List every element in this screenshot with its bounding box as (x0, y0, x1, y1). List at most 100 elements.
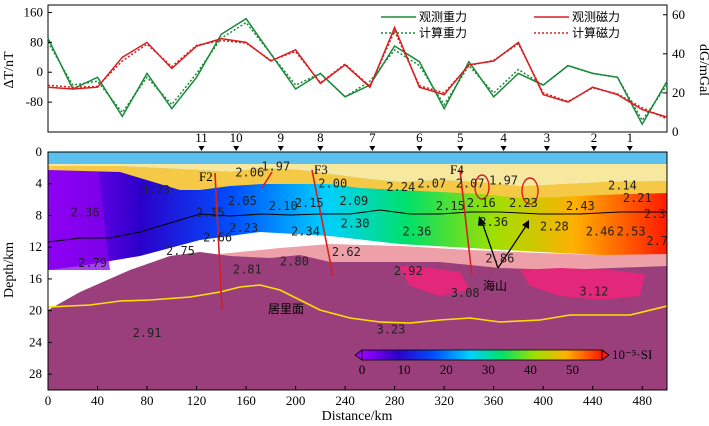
fault-f2 (214, 172, 223, 310)
profile-point-label: 3 (544, 130, 551, 145)
profile-point-label: 8 (317, 130, 324, 145)
light-sediment (48, 164, 667, 186)
colorbar-right-arrow (601, 349, 610, 361)
seamount-arrow-1 (481, 221, 499, 269)
x-tick-label: 80 (141, 393, 154, 408)
density-label: 2.15 (196, 205, 225, 219)
density-label: 2.09 (339, 194, 368, 208)
series-line-2 (47, 25, 668, 118)
profile-point-marker (198, 146, 205, 151)
seamount-arrowhead-1 (478, 216, 486, 226)
colorbar-tick-label: 10 (398, 362, 411, 377)
profile-point-marker (277, 146, 284, 151)
right-tick-label: 60 (672, 7, 685, 22)
x-tick-label: 320 (434, 393, 454, 408)
density-label: 2.15 (436, 199, 465, 213)
seamount-body-right (520, 268, 645, 300)
y-tick-label: 4 (36, 176, 43, 191)
density-label: 2.62 (332, 245, 361, 259)
density-label: 2.46 (586, 224, 615, 238)
sediment-layer (48, 166, 667, 198)
x-tick-label: 240 (335, 393, 355, 408)
left-tick-label: 160 (24, 4, 44, 19)
profile-point-label: 10 (230, 130, 243, 145)
x-tick-label: 0 (45, 393, 52, 408)
top-axis-ticks: 160 80 0 -80 60 40 20 0 (24, 4, 686, 139)
profile-point-label: 4 (500, 130, 507, 145)
density-label: 1.97 (261, 159, 290, 173)
legend-label-calc-gravity: 计算重力 (419, 25, 467, 40)
density-label: 3.12 (580, 285, 609, 299)
density-label: 2.91 (133, 326, 162, 340)
anomaly-curves (47, 17, 668, 126)
x-tick-label: 160 (236, 393, 256, 408)
density-label: 2.75 (166, 244, 195, 258)
fault-minor (261, 171, 273, 189)
density-label: 2.23 (229, 221, 258, 235)
density-label: 2.92 (394, 264, 423, 278)
density-label: 2.81 (233, 262, 262, 276)
profile-points: 11 10 9 8 7 6 5 4 3 2 1 (195, 130, 633, 151)
density-label: 2.21 (623, 191, 652, 205)
density-label: 2.36 (71, 205, 100, 219)
x-tick-label: 280 (385, 393, 405, 408)
density-label: 2.86 (485, 251, 514, 265)
profile-point-label: 9 (277, 130, 284, 145)
y-tick-label: 0 (36, 144, 43, 159)
density-label: 2.24 (386, 180, 415, 194)
y-tick-label: 20 (29, 303, 42, 318)
x-tick-label: 400 (533, 393, 553, 408)
fault-f3 (311, 169, 334, 277)
seamount-body-left (398, 266, 470, 296)
profile-point-marker (590, 146, 597, 151)
left-axis-label: ΔT/nT (2, 51, 17, 88)
x-tick-label: 360 (484, 393, 504, 408)
colorbar-unit: 10⁻⁵·SI (612, 347, 652, 362)
colorbar-tick-label: 20 (440, 362, 453, 377)
profile-point-marker (626, 146, 633, 151)
density-label: 2.16 (467, 196, 496, 210)
density-label: 2.10 (269, 199, 298, 213)
legend: 观测重力 计算重力 观测磁力 计算磁力 (381, 9, 620, 40)
left-magnetic-body (48, 168, 110, 270)
density-label: 2.43 (566, 199, 595, 213)
x-tick-label: 200 (286, 393, 306, 408)
density-label: 2.36 (644, 207, 673, 221)
depth-axis-label: Depth/km (2, 242, 17, 298)
density-label: 2.05 (228, 194, 257, 208)
profile-point-label: 1 (627, 130, 634, 145)
density-label: 2.80 (280, 254, 309, 268)
profile-point-marker (457, 146, 464, 151)
fault-label-f2: F2 (199, 169, 213, 184)
seamount-marker-1 (474, 174, 490, 200)
density-label: 2.34 (291, 224, 320, 238)
density-label: 2.28 (540, 220, 569, 234)
colorbar-bar (361, 349, 603, 361)
profile-point-marker (369, 146, 376, 151)
density-label: 2.07 (417, 177, 446, 191)
legend-label-calc-magnetic: 计算磁力 (572, 25, 620, 40)
legend-label-obs-magnetic: 观测磁力 (572, 9, 620, 24)
profile-point-marker (317, 146, 324, 151)
colorbar-ticks: 0 10 20 30 40 50 (359, 362, 579, 377)
colorbar-tick-label: 0 (359, 362, 366, 377)
distance-axis-label: Distance/km (322, 409, 393, 424)
seamount-arrowhead-2 (522, 220, 529, 229)
density-label: 2.23 (509, 196, 538, 210)
density-label: 2.36 (402, 224, 431, 238)
profile-point-label: 6 (416, 130, 423, 145)
density-label: 2.66 (203, 231, 232, 245)
density-labels: 2.36 2.79 3.23 2.75 2.15 2.66 2.06 2.05 2.23 2.81… (71, 159, 673, 340)
profile-point-marker (543, 146, 550, 151)
density-label: 2.07 (456, 177, 485, 191)
left-tick-label: 0 (37, 64, 44, 79)
model-plot-frame (47, 151, 668, 391)
fault-f4 (459, 169, 473, 277)
density-label: 1.97 (489, 174, 518, 188)
susceptibility-colorbar: 0 10 20 30 40 50 10⁻⁵·SI (354, 347, 652, 377)
density-label: 2.30 (341, 216, 370, 230)
x-tick-label: 440 (583, 393, 603, 408)
colorbar-tick-label: 30 (482, 362, 495, 377)
y-tick-label: 24 (29, 334, 43, 349)
profile-point-label: 7 (369, 130, 376, 145)
